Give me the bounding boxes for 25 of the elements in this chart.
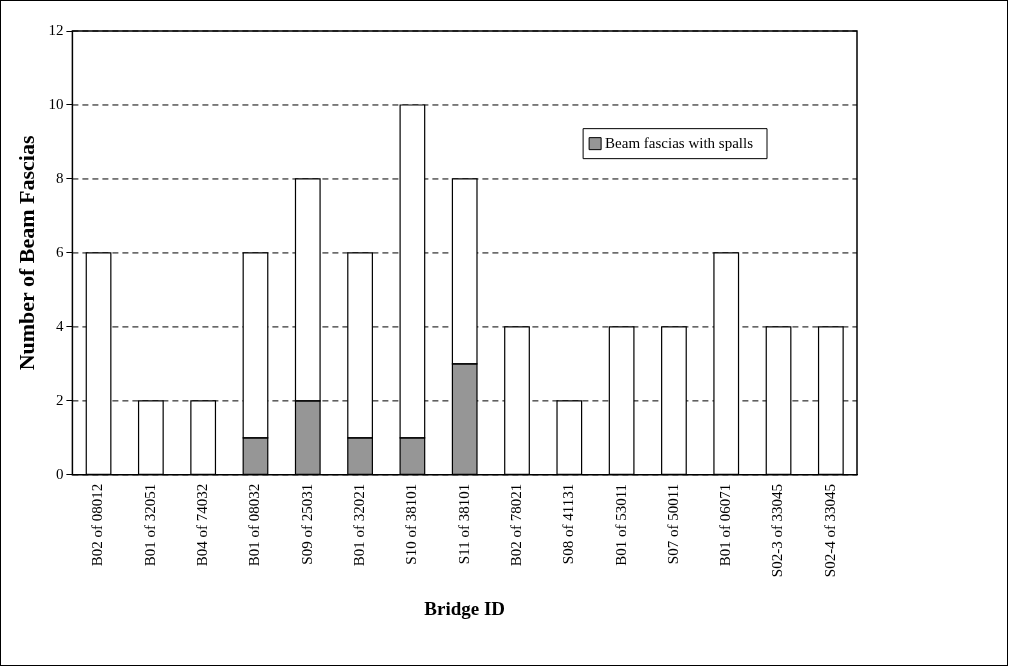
x-tick-label: S07 of 50011 bbox=[664, 483, 681, 565]
y-tick-label: 10 bbox=[48, 95, 64, 112]
y-tick-label: 0 bbox=[55, 465, 64, 482]
x-tick-label: S02-3 of 33045 bbox=[769, 483, 786, 578]
y-axis-title: Number of Beam Fascias bbox=[13, 135, 39, 371]
x-tick-label: S08 of 41131 bbox=[560, 483, 577, 565]
y-tick-label: 6 bbox=[55, 243, 64, 260]
x-tick-label: S02-4 of 33045 bbox=[821, 483, 838, 578]
legend-label: Beam fascias with spalls bbox=[605, 134, 754, 151]
y-tick-label: 4 bbox=[55, 317, 64, 334]
x-tick-label: S11 of 38101 bbox=[455, 483, 472, 565]
x-tick-label: B04 of 74032 bbox=[194, 483, 211, 567]
x-tick-label: B02 of 78021 bbox=[507, 483, 524, 567]
x-tick-label: S09 of 25031 bbox=[298, 483, 315, 565]
x-tick-label: B01 of 32021 bbox=[351, 483, 368, 567]
x-tick-label: B01 of 32051 bbox=[141, 483, 158, 567]
x-tick-label: B01 of 06071 bbox=[717, 483, 734, 567]
y-tick-label: 8 bbox=[55, 169, 64, 186]
y-tick-label: 12 bbox=[48, 21, 64, 38]
x-tick-label: B01 of 53011 bbox=[612, 483, 629, 566]
x-axis-title: Bridge ID bbox=[424, 597, 506, 619]
x-tick-label: S10 of 38101 bbox=[403, 483, 420, 565]
x-tick-label: B01 of 08032 bbox=[246, 483, 263, 567]
x-tick-label: B02 of 08012 bbox=[89, 483, 106, 567]
y-tick-label: 2 bbox=[55, 391, 64, 408]
